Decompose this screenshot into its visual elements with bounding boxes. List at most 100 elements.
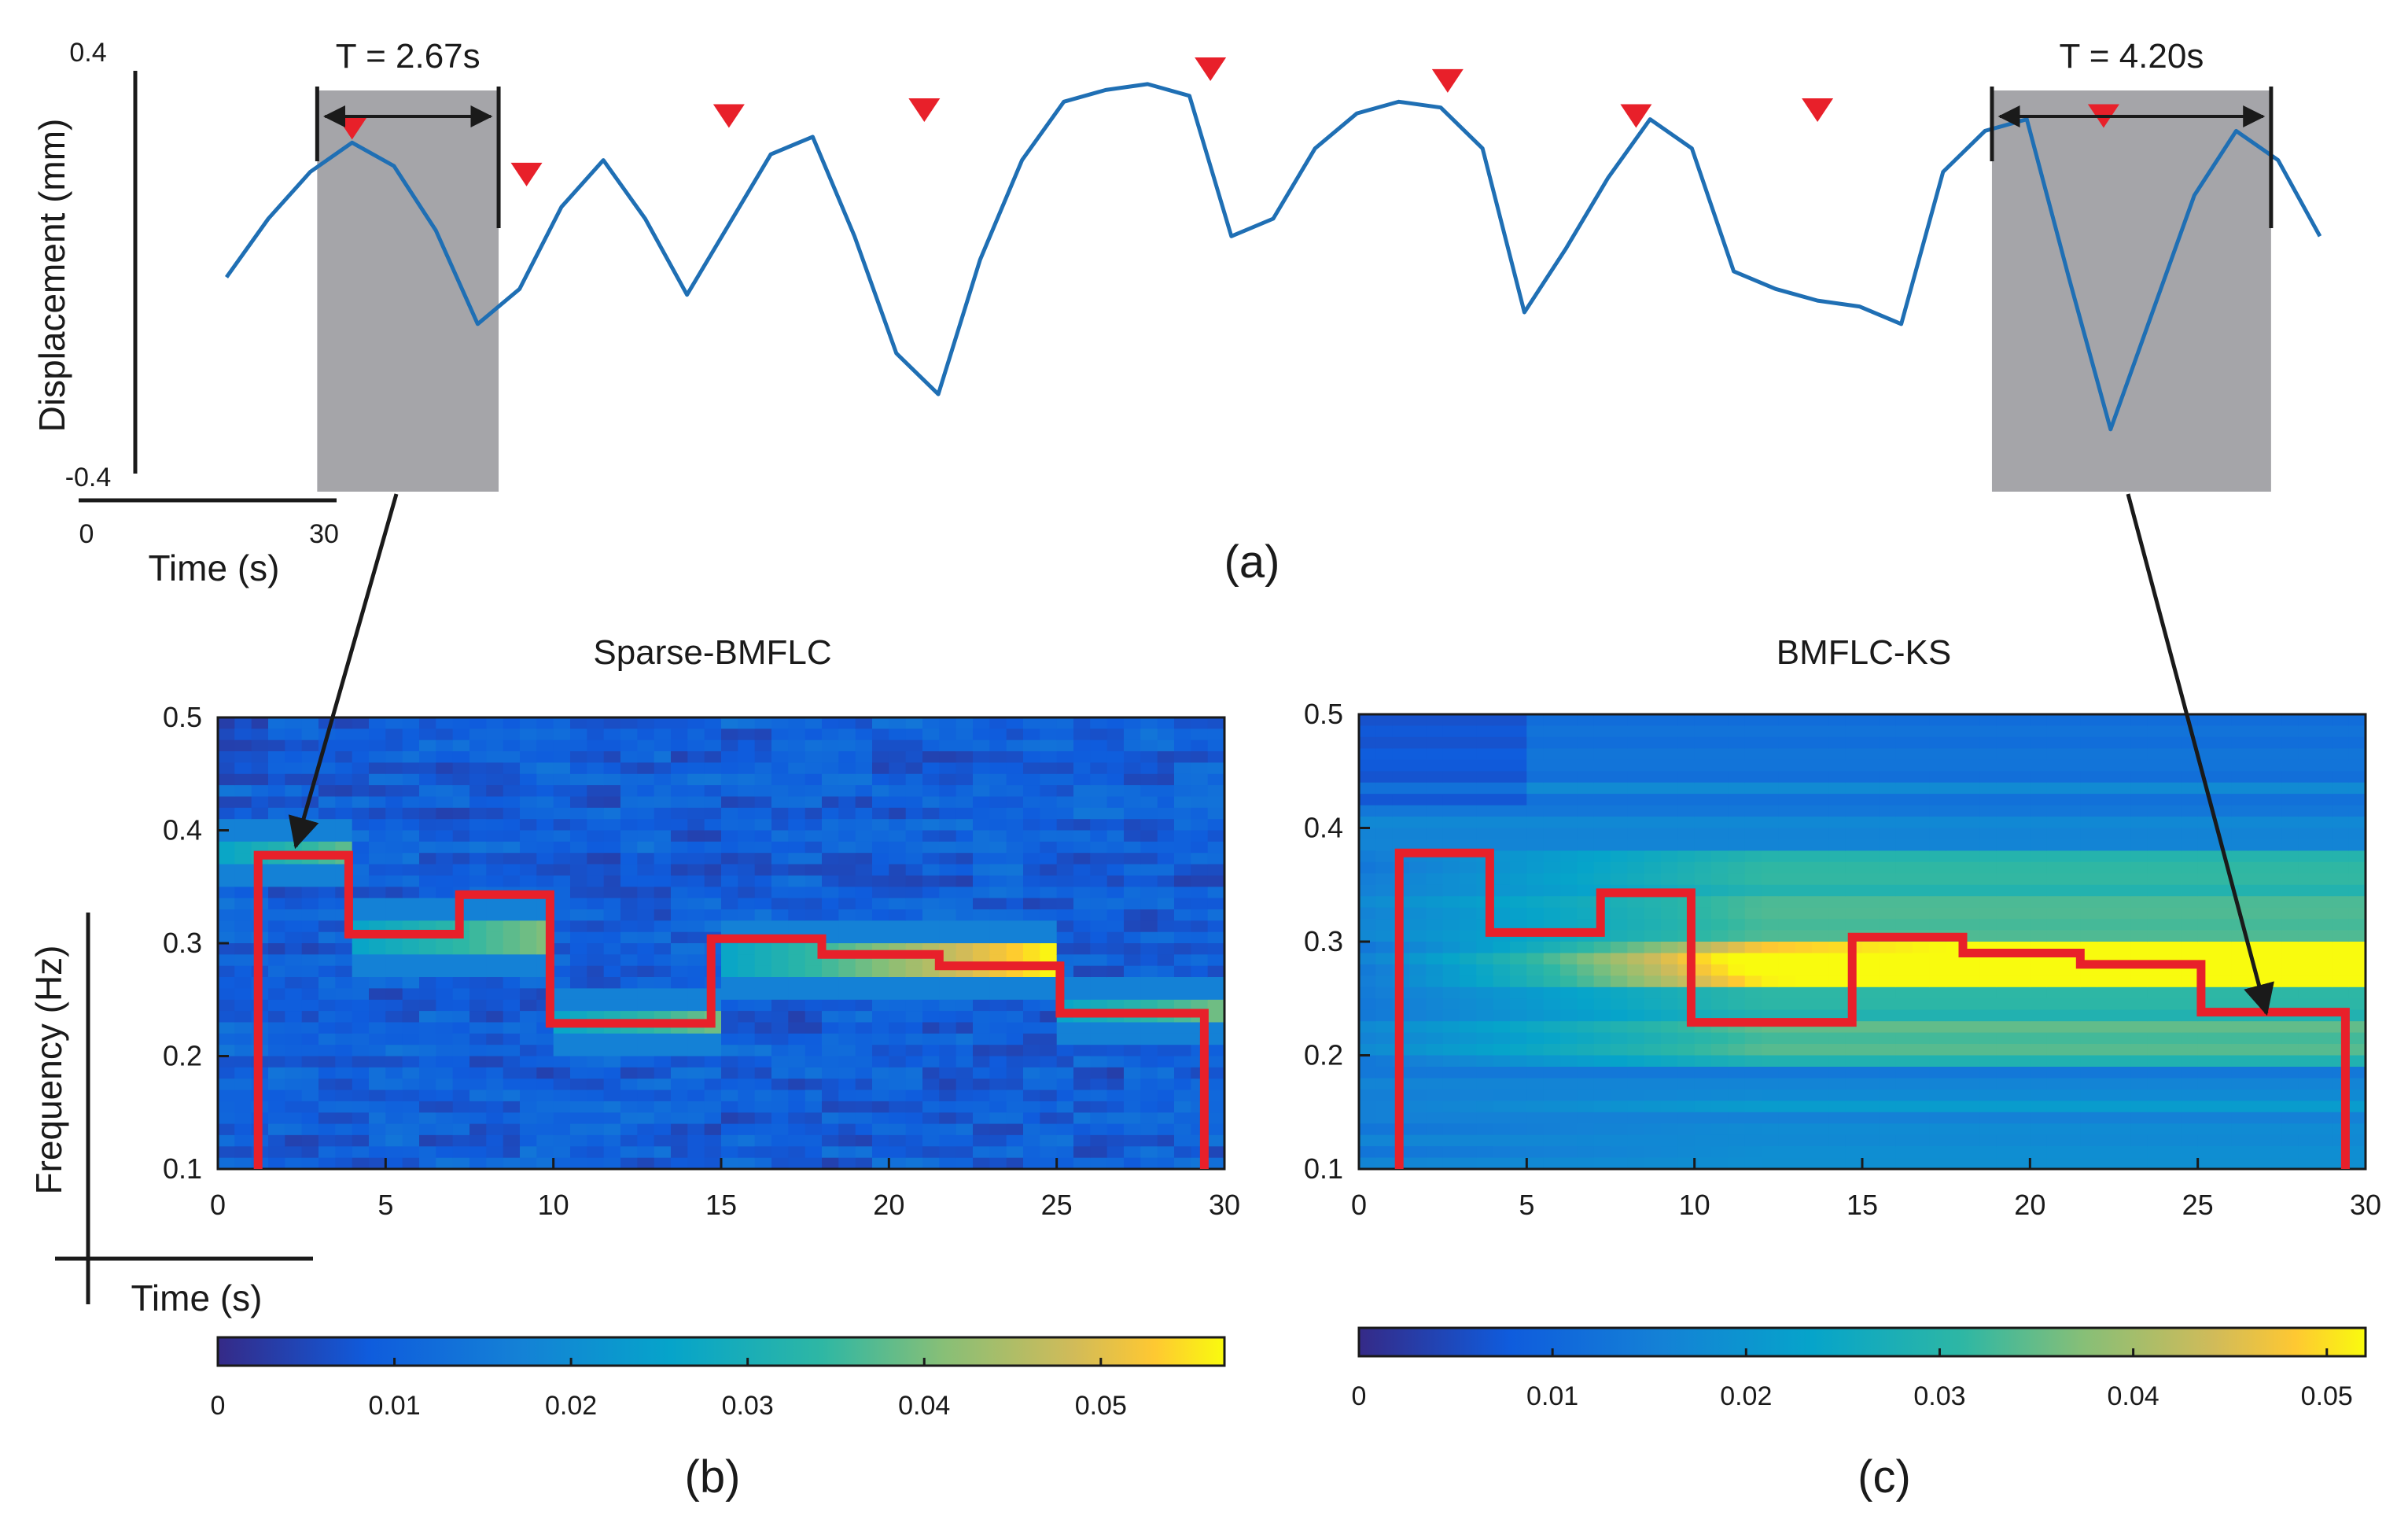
heat-cell	[1812, 1123, 1829, 1136]
heat-cell	[1510, 953, 1527, 965]
heat-cell	[1963, 1134, 1980, 1147]
heat-cell	[1056, 864, 1074, 876]
heat-cell	[1442, 1123, 1460, 1136]
heat-cell	[1996, 771, 2014, 784]
heat-cell	[436, 1134, 454, 1147]
heat-cell	[2281, 861, 2299, 874]
heat-cell	[503, 1022, 521, 1034]
heat-cell	[1694, 1134, 1712, 1147]
heat-cell	[704, 1079, 722, 1091]
heat-cell	[1913, 1067, 1930, 1079]
heat-cell	[268, 841, 285, 854]
heat-cell	[1644, 1123, 1662, 1136]
heat-cell	[2348, 998, 2366, 1011]
heat-cell	[1963, 1112, 1980, 1124]
heat-cell	[1560, 736, 1578, 749]
heat-cell	[2181, 861, 2199, 874]
heat-cell	[1476, 1078, 1494, 1090]
heat-cell	[419, 1011, 436, 1023]
heat-cell	[402, 1157, 420, 1170]
heat-cell	[805, 762, 823, 775]
heat-cell	[2114, 839, 2131, 852]
heat-cell	[352, 1090, 370, 1102]
heat-cell	[687, 819, 705, 832]
heat-cell	[2298, 907, 2316, 920]
heat-cell	[352, 999, 370, 1012]
heat-cell	[1409, 861, 1427, 874]
heat-cell	[1677, 1044, 1696, 1056]
heat-cell	[385, 1011, 403, 1023]
heat-cell	[1476, 1112, 1494, 1124]
heat-cell	[1694, 1146, 1712, 1159]
heat-cell	[1560, 998, 1578, 1011]
heat-cell	[905, 1101, 923, 1113]
heat-cell	[905, 751, 923, 763]
b-step-line	[253, 850, 1209, 1169]
heat-cell	[989, 1146, 1007, 1159]
heat-cell	[1778, 919, 1796, 931]
heat-cell	[2046, 817, 2064, 829]
heat-cell	[1476, 1009, 1494, 1022]
heat-cell	[2215, 782, 2232, 795]
heat-cell	[2013, 964, 2031, 976]
heat-cell	[1728, 930, 1746, 942]
heat-cell	[721, 819, 738, 832]
heat-cell	[436, 1123, 454, 1136]
heat-cell	[1946, 1101, 1964, 1113]
heat-cell	[2164, 1157, 2182, 1170]
heat-cell	[2348, 896, 2366, 909]
b-heatmap	[218, 717, 1225, 1170]
heat-cell	[704, 773, 722, 786]
heat-cell	[1996, 930, 2014, 942]
heat-cell	[218, 1123, 235, 1136]
heat-cell	[1476, 1157, 1494, 1170]
heat-cell	[1812, 861, 1829, 874]
heat-cell	[1140, 1090, 1158, 1102]
heat-cell	[905, 1056, 923, 1068]
heat-cell	[1895, 919, 1913, 931]
heat-cell	[503, 819, 521, 832]
heat-cell	[1795, 1089, 1813, 1101]
heat-cell	[1845, 817, 1863, 829]
heat-cell	[2030, 1089, 2048, 1101]
heat-cell	[2315, 1044, 2333, 1056]
heat-cell	[838, 1123, 856, 1136]
heat-cell	[1812, 771, 1829, 784]
heat-cell	[1157, 717, 1175, 729]
heat-cell	[1207, 819, 1225, 832]
heat-cell	[805, 1079, 823, 1091]
heat-cell	[2046, 782, 2064, 795]
heat-cell	[788, 1157, 806, 1170]
heat-cell	[955, 1090, 974, 1102]
heat-cell	[1442, 748, 1460, 761]
b-colorbar-label: 0.01	[368, 1391, 420, 1421]
heat-cell	[2013, 1078, 2031, 1090]
heat-cell	[1409, 736, 1427, 749]
heat-cell	[1023, 1090, 1040, 1102]
heat-cell	[939, 841, 957, 854]
heat-cell	[2315, 839, 2333, 852]
heat-cell	[218, 1011, 235, 1023]
heat-cell	[603, 1045, 621, 1057]
heat-cell	[872, 807, 889, 820]
heat-cell	[1611, 794, 1628, 806]
heat-cell	[1056, 1112, 1074, 1125]
heat-cell	[1812, 1157, 1829, 1170]
heat-cell	[234, 841, 252, 854]
heat-cell	[251, 773, 269, 786]
heat-cell	[1744, 1078, 1762, 1090]
heat-cell	[452, 1067, 470, 1079]
heat-cell	[1996, 782, 2014, 795]
peak-marker-4	[1195, 57, 1227, 81]
heat-cell	[1476, 794, 1494, 806]
heat-cell	[486, 785, 504, 798]
heat-cell	[1996, 1078, 2014, 1090]
heat-cell	[1828, 884, 1847, 897]
heat-cell	[234, 751, 252, 763]
heat-cell	[1090, 887, 1108, 899]
heat-cell	[872, 762, 889, 775]
heat-cell	[2231, 771, 2249, 784]
heat-cell	[1157, 728, 1175, 741]
heat-cell	[385, 841, 403, 854]
